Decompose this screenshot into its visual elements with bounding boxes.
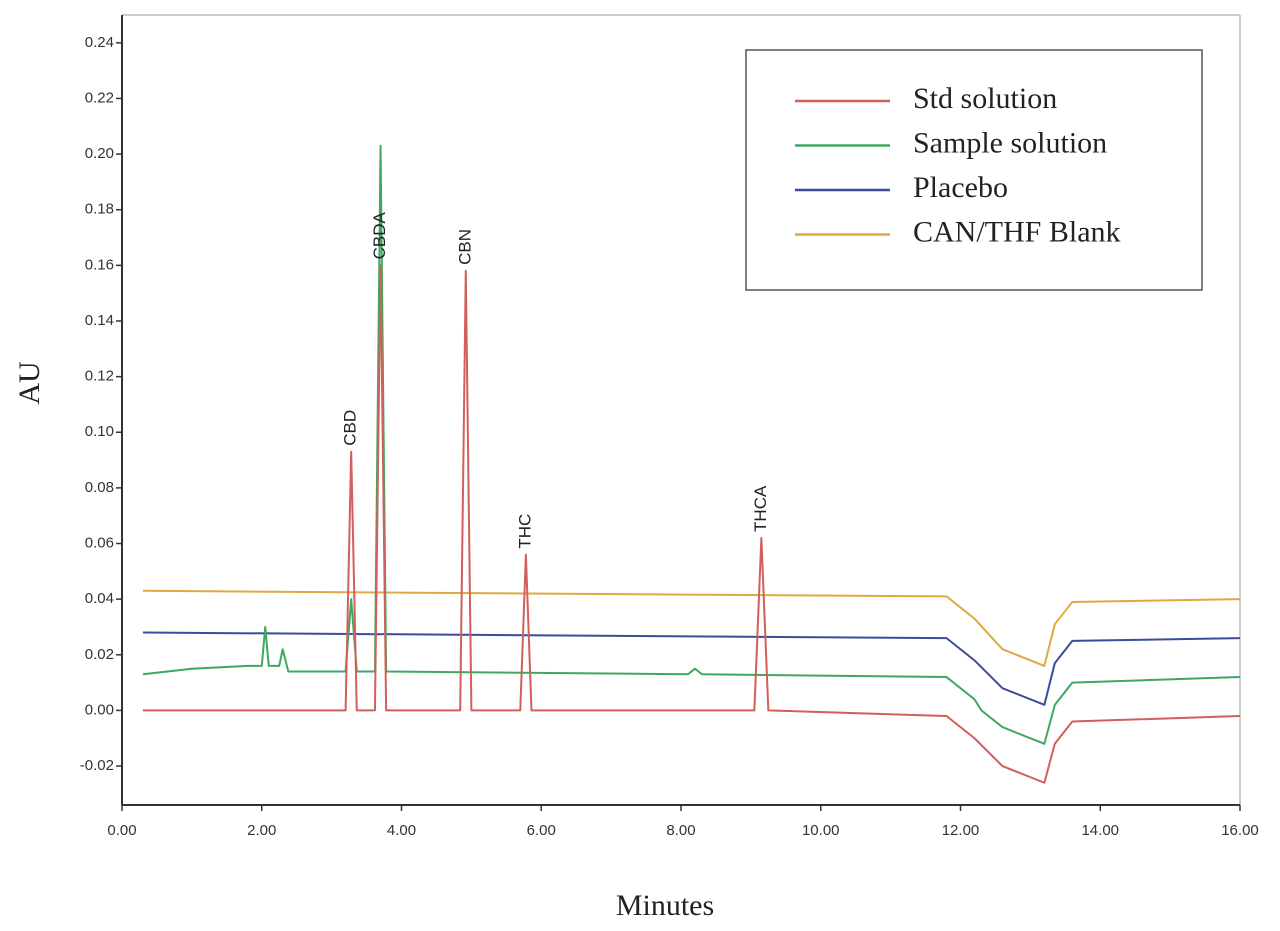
y-tick-label: 0.18 [85,201,114,218]
legend-label: Sample solution [913,126,1107,159]
x-tick-label: 10.00 [802,822,840,839]
y-tick-label: 0.00 [85,701,114,718]
series-line [142,264,1241,784]
peak-label: THC [515,514,534,549]
y-tick-label: 0.06 [85,534,114,551]
y-tick-label: 0.08 [85,479,114,496]
x-axis-title: Minutes [616,889,714,922]
x-tick-label: 12.00 [942,822,980,839]
x-tick-label: 6.00 [527,822,556,839]
peak-label: CBN [455,229,474,265]
peak-label: THCA [751,485,770,532]
legend-box [745,49,1203,291]
legend-label: Placebo [913,171,1008,204]
x-tick-label: 2.00 [247,822,276,839]
y-tick-label: 0.14 [85,312,114,329]
y-tick-label: 0.24 [85,34,114,51]
legend-label: CAN/THF Blank [913,215,1121,248]
x-tick-label: 0.00 [107,822,136,839]
y-tick-label: 0.16 [85,256,114,273]
peak-label: CBD [341,410,360,446]
y-tick-label: -0.02 [80,757,114,774]
x-tick-label: 8.00 [666,822,695,839]
x-tick-label: 16.00 [1221,822,1259,839]
peak-label: CBDA [370,211,389,259]
series-line [142,589,1241,667]
y-axis-title: AU [13,361,46,405]
series-line [142,631,1241,706]
x-tick-label: 4.00 [387,822,416,839]
y-tick-label: 0.12 [85,368,114,385]
y-tick-label: 0.10 [85,423,114,440]
y-tick-label: 0.22 [85,89,114,106]
x-tick-label: 14.00 [1081,822,1119,839]
y-tick-label: 0.20 [85,145,114,162]
y-tick-label: 0.02 [85,646,114,663]
legend-label: Std solution [913,82,1057,115]
y-tick-label: 0.04 [85,590,114,607]
